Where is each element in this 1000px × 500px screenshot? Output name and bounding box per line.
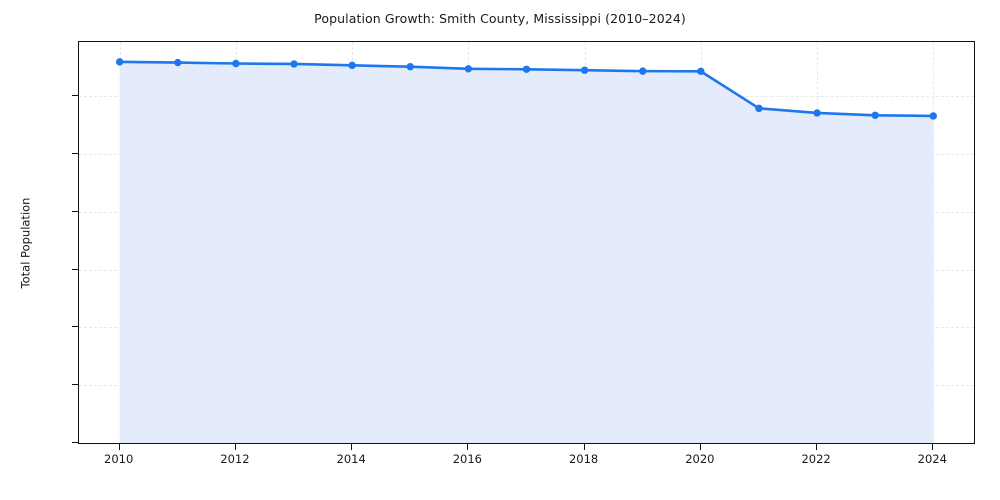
data-point-marker[interactable] [580,66,589,74]
x-tick-mark [234,444,236,450]
y-tick-mark [72,442,78,443]
data-point-marker[interactable] [290,60,298,68]
y-tick-mark [72,326,78,328]
x-tick-label: 2010 [104,452,134,466]
series-layer [115,58,938,443]
x-tick-label: 2018 [568,452,599,466]
y-tick-mark [72,210,78,212]
data-point-marker[interactable] [406,63,414,71]
x-tick-label: 2016 [452,452,483,466]
x-tick-label: 2020 [685,452,715,466]
gridline-vertical [933,42,935,443]
y-tick-mark [72,95,78,97]
data-point-marker[interactable] [232,59,240,68]
gridline-horizontal [79,443,974,444]
data-point-marker[interactable] [348,61,356,70]
x-tick-label: 2022 [801,452,831,466]
data-point-marker[interactable] [697,67,705,76]
chart-title: Population Growth: Smith County, Mississ… [314,11,686,26]
data-point-marker[interactable] [755,104,763,113]
x-tick-mark [932,444,934,450]
y-axis-label: Total Population [18,197,33,288]
x-tick-mark [118,444,120,450]
x-tick-mark [583,444,585,450]
x-tick-label: 2024 [917,452,947,466]
data-point-marker[interactable] [929,112,938,120]
data-point-marker[interactable] [115,58,124,66]
data-point-marker[interactable] [464,65,473,73]
x-tick-mark [467,444,469,450]
y-tick-mark [72,384,78,386]
x-tick-mark [816,444,818,450]
data-point-marker[interactable] [813,109,821,117]
y-tick-mark [72,268,78,270]
area-fill [119,61,934,443]
data-point-marker[interactable] [639,67,647,75]
x-tick-label: 2012 [220,452,250,466]
data-point-marker[interactable] [522,65,531,73]
x-tick-mark [699,444,701,450]
data-point-marker[interactable] [871,111,879,119]
y-tick-mark [72,153,78,155]
x-tick-mark [351,444,353,450]
plot-area [78,41,975,444]
x-tick-label: 2014 [336,452,366,466]
data-point-marker[interactable] [174,58,182,67]
